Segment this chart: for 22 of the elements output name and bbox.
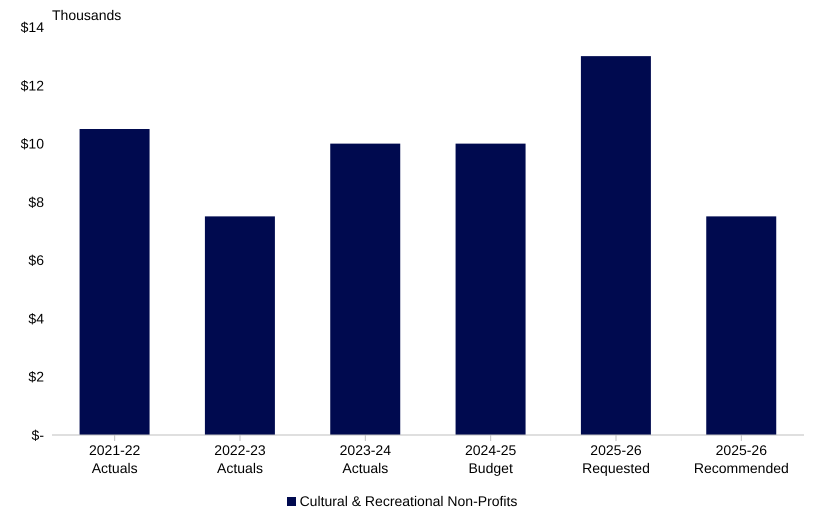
bar <box>580 56 651 435</box>
x-tick-label: 2022-23 Actuals <box>214 442 266 476</box>
x-tick-label: 2024-25 Budget <box>464 442 517 476</box>
y-tick-label: $14 <box>20 18 44 35</box>
bar <box>80 129 150 435</box>
x-tick-label: 2025-26 Requested <box>582 442 650 476</box>
y-axis-title: Thousands <box>52 7 122 23</box>
bar <box>204 216 275 435</box>
y-tick-label: $10 <box>20 136 44 152</box>
y-tick-label: $6 <box>28 252 44 268</box>
bar <box>706 216 776 435</box>
y-tick-label: $12 <box>20 77 44 94</box>
y-tick-label: $4 <box>28 310 44 326</box>
bar <box>456 144 526 435</box>
x-tick-label: 2023-24 Actuals <box>340 442 392 476</box>
bar <box>330 144 400 435</box>
legend-label: Cultural & Recreational Non-Profits <box>298 493 518 509</box>
y-tick-label: $2 <box>28 368 44 385</box>
x-tick-label: 2025-26 Recommended <box>694 442 789 476</box>
x-tick-label: 2021-22 Actuals <box>88 442 141 476</box>
y-tick-label: $- <box>32 426 44 443</box>
y-tick-label: $8 <box>28 194 44 210</box>
